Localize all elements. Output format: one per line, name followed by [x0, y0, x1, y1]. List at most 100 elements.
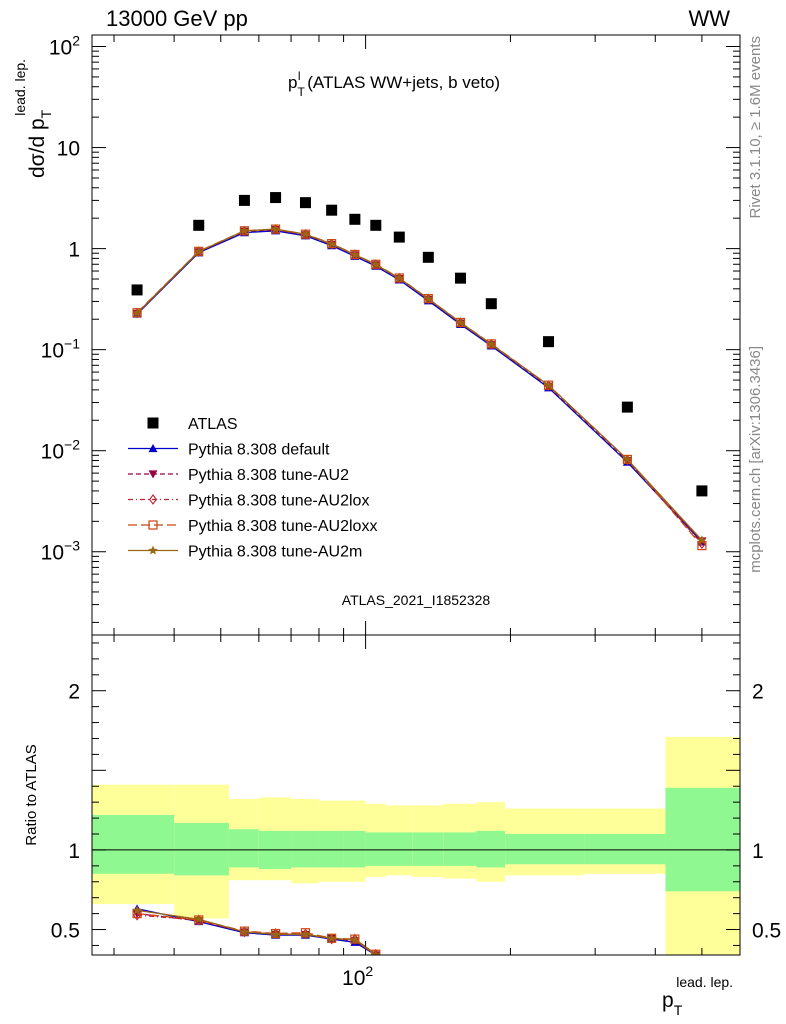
- data-point: [270, 224, 281, 234]
- data-point: [696, 485, 708, 497]
- data-point: [193, 219, 205, 231]
- legend-marker: [148, 444, 158, 453]
- ratio-plot-panel: 0.5 0.5 1 1 2 2 Ratio to ATLAS 102 pTlead. le…: [23, 634, 781, 1018]
- data-point: [393, 231, 405, 243]
- data-point: [326, 239, 337, 249]
- data-point: [455, 272, 467, 284]
- legend-marker: [147, 417, 159, 429]
- data-point: [238, 194, 250, 206]
- main-plot-panel: 10−3 10−2 10−1 1 10 102 pTl (ATLAS WW+jets, b…: [12, 33, 741, 636]
- legend-label: Pythia 8.308 default: [188, 442, 330, 459]
- main-y-tick-labels: 10−3 10−2 10−1 1 10 102: [41, 33, 81, 565]
- series-mc-5: [132, 224, 707, 545]
- ratio-y-tick-labels: 0.5 0.5 1 1 2 2: [51, 681, 781, 943]
- data-point: [270, 192, 282, 204]
- ratio-point: [350, 934, 360, 944]
- ratio-axis-ticks: [92, 635, 741, 955]
- header-left: 13000 GeV pp: [106, 6, 248, 31]
- inner-band: [665, 787, 740, 892]
- legend-label: Pythia 8.308 tune-AU2m: [188, 544, 362, 561]
- data-point: [349, 213, 361, 225]
- ratio-y-tick-label-right: 1: [752, 840, 764, 863]
- ratio-plot-frame: [91, 634, 741, 956]
- ratio-point: [301, 928, 310, 940]
- inner-band: [291, 830, 319, 868]
- data-point: [697, 535, 707, 545]
- legend-item: Pythia 8.308 tune-AU2loxx: [128, 518, 377, 535]
- data-point: [326, 204, 338, 216]
- ratio-point: [193, 914, 204, 924]
- legend-marker: [148, 545, 158, 555]
- data-point: [371, 259, 381, 269]
- inner-band: [584, 834, 666, 865]
- data-point: [350, 249, 360, 259]
- main-axis-ticks: [92, 35, 741, 635]
- legend-label: Pythia 8.308 tune-AU2loxx: [188, 518, 377, 535]
- ratio-point: [270, 929, 281, 939]
- inner-band: [318, 830, 344, 868]
- data-point: [455, 317, 466, 327]
- legend-item: Pythia 8.308 tune-AU2m: [128, 544, 362, 561]
- legend-marker: [148, 494, 158, 505]
- plot-title: pTl (ATLAS WW+jets, b veto): [288, 69, 500, 99]
- ratio-line: [137, 909, 377, 955]
- ratio-point: [371, 950, 381, 955]
- series-atlas: [131, 192, 708, 497]
- inner-band: [228, 829, 259, 868]
- inner-band: [505, 834, 585, 865]
- ratio-y-tick-label: 0.5: [51, 920, 80, 943]
- svg-text:dσ/d pTlead. lep.: dσ/d pTlead. lep.: [12, 59, 54, 178]
- data-point: [394, 273, 405, 283]
- y-tick-label: 102: [49, 33, 80, 60]
- data-point: [300, 229, 311, 239]
- ratio-y-tick-label: 2: [68, 681, 80, 704]
- mcplots-label: mcplots.cern.ch [arXiv:1306.3436]: [747, 346, 764, 573]
- y-tick-label: 10: [57, 138, 80, 161]
- legend-item: Pythia 8.308 tune-AU2: [128, 467, 349, 484]
- data-point: [622, 454, 633, 464]
- ratio-line: [137, 912, 377, 955]
- y-tick-label: 10−1: [41, 336, 81, 363]
- ratio-y-tick-label-right: 2: [752, 681, 764, 704]
- data-point: [239, 225, 250, 235]
- legend-marker: [148, 470, 158, 479]
- data-point: [621, 401, 633, 413]
- rivet-label: Rivet 3.1.10, ≥ 1.6M events: [747, 36, 764, 219]
- data-point: [422, 251, 434, 263]
- y-tick-label: 1: [68, 239, 80, 262]
- watermark: ATLAS_2021_I1852328: [342, 592, 491, 608]
- inner-band: [343, 830, 366, 868]
- x-axis-label: pTlead. lep.: [662, 974, 733, 1018]
- y-tick-label: 10−2: [41, 437, 81, 464]
- legend-label: Pythia 8.308 tune-AU2lox: [188, 493, 369, 510]
- ratio-line: [137, 914, 377, 955]
- data-point: [485, 298, 497, 310]
- data-point: [486, 339, 497, 349]
- legend-marker: [148, 520, 158, 530]
- legend-label: Pythia 8.308 tune-AU2: [188, 467, 349, 484]
- inner-band: [385, 832, 413, 866]
- ratio-series-5: [132, 905, 381, 955]
- ratio-y-tick-label: 1: [68, 840, 80, 863]
- inner-band: [412, 832, 444, 866]
- data-point: [543, 336, 555, 348]
- inner-band: [476, 830, 506, 868]
- data-point: [543, 380, 554, 390]
- data-point: [299, 197, 311, 209]
- inner-band: [92, 814, 175, 874]
- legend: ATLAS Pythia 8.308 default Pythia 8.308 tu…: [128, 416, 377, 561]
- ratio-point: [239, 926, 250, 936]
- main-series-layer: [131, 192, 708, 551]
- header-right: WW: [688, 6, 730, 31]
- ratio-point: [326, 933, 337, 943]
- ratio-y-tick-label-right: 0.5: [752, 920, 781, 943]
- legend-item: ATLAS: [147, 416, 238, 433]
- legend-item: Pythia 8.308 default: [128, 442, 330, 459]
- y-tick-label: 10−3: [41, 538, 81, 565]
- ratio-series-layer: [132, 904, 381, 955]
- ratio-point: [300, 929, 311, 939]
- inner-band: [365, 832, 386, 866]
- inner-band: [443, 832, 477, 866]
- ratio-y-axis-label: Ratio to ATLAS: [23, 744, 40, 845]
